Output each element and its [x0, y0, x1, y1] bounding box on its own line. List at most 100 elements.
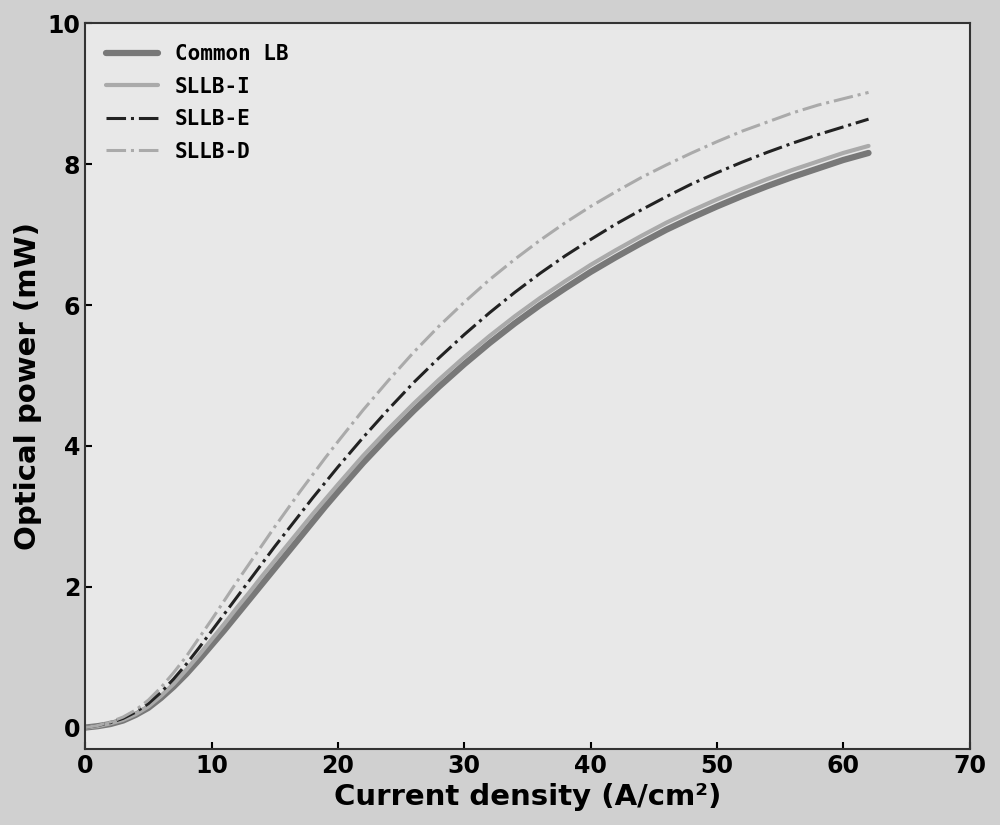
Legend: Common LB, SLLB-I, SLLB-E, SLLB-D: Common LB, SLLB-I, SLLB-E, SLLB-D — [96, 34, 299, 172]
Common LB — [79, 723, 91, 733]
Common LB — [509, 318, 521, 328]
SLLB-I — [610, 245, 622, 255]
SLLB-I — [92, 721, 104, 731]
SLLB-D — [92, 720, 104, 730]
SLLB-E — [357, 432, 369, 442]
SLLB-D — [79, 723, 91, 733]
SLLB-E — [660, 191, 672, 201]
Common LB — [433, 382, 445, 392]
SLLB-I — [281, 540, 293, 550]
Common LB — [787, 172, 799, 182]
Common LB — [269, 563, 281, 573]
Common LB — [307, 517, 319, 527]
SLLB-I — [458, 352, 470, 362]
SLLB-I — [130, 710, 142, 719]
Common LB — [130, 710, 142, 720]
SLLB-I — [332, 479, 344, 489]
SLLB-D — [206, 615, 218, 625]
SLLB-E — [130, 707, 142, 717]
SLLB-E — [787, 138, 799, 148]
Line: Common LB: Common LB — [85, 153, 869, 728]
SLLB-E — [635, 205, 647, 215]
SLLB-I — [837, 148, 849, 158]
SLLB-D — [357, 405, 369, 415]
SLLB-I — [307, 509, 319, 519]
SLLB-D — [307, 469, 319, 479]
SLLB-I — [231, 603, 243, 613]
SLLB-I — [736, 184, 748, 194]
Common LB — [382, 431, 394, 441]
SLLB-D — [130, 705, 142, 715]
SLLB-E — [180, 659, 192, 669]
SLLB-E — [155, 687, 167, 697]
SLLB-E — [736, 157, 748, 167]
Common LB — [585, 267, 597, 277]
Common LB — [559, 283, 571, 293]
SLLB-D — [231, 577, 243, 587]
SLLB-I — [79, 723, 91, 733]
Common LB — [155, 693, 167, 703]
SLLB-D — [155, 682, 167, 692]
SLLB-E — [408, 378, 420, 388]
Common LB — [812, 163, 824, 173]
Common LB — [610, 252, 622, 262]
Common LB — [193, 655, 205, 665]
Common LB — [206, 640, 218, 650]
SLLB-I — [104, 719, 116, 728]
Common LB — [483, 338, 495, 348]
SLLB-E — [332, 462, 344, 472]
SLLB-E — [256, 559, 268, 568]
Common LB — [256, 579, 268, 589]
SLLB-I — [812, 157, 824, 167]
Y-axis label: Optical power (mW): Optical power (mW) — [14, 222, 42, 550]
SLLB-E — [837, 122, 849, 132]
SLLB-E — [168, 674, 180, 684]
SLLB-I — [559, 276, 571, 286]
SLLB-D — [256, 540, 268, 550]
Common LB — [837, 155, 849, 165]
SLLB-E — [269, 542, 281, 552]
Common LB — [534, 300, 546, 310]
SLLB-I — [761, 174, 773, 184]
SLLB-I — [206, 634, 218, 644]
SLLB-D — [332, 436, 344, 446]
SLLB-I — [180, 665, 192, 675]
SLLB-I — [408, 398, 420, 408]
SLLB-D — [294, 487, 306, 497]
Common LB — [231, 610, 243, 620]
SLLB-I — [787, 165, 799, 175]
SLLB-I — [193, 650, 205, 660]
SLLB-D — [509, 254, 521, 264]
SLLB-E — [319, 478, 331, 488]
SLLB-E — [104, 718, 116, 728]
Common LB — [408, 406, 420, 416]
Common LB — [104, 719, 116, 729]
SLLB-E — [231, 592, 243, 602]
SLLB-D — [711, 137, 723, 147]
SLLB-E — [458, 330, 470, 340]
SLLB-I — [155, 691, 167, 700]
SLLB-D — [585, 201, 597, 211]
SLLB-E — [686, 179, 698, 189]
SLLB-I — [269, 556, 281, 566]
Line: SLLB-E: SLLB-E — [85, 119, 869, 728]
Common LB — [686, 213, 698, 223]
SLLB-I — [585, 260, 597, 270]
SLLB-E — [193, 643, 205, 653]
SLLB-D — [635, 172, 647, 182]
SLLB-D — [408, 347, 420, 357]
SLLB-I — [117, 715, 129, 725]
SLLB-I — [218, 619, 230, 629]
SLLB-D — [660, 160, 672, 170]
SLLB-D — [534, 235, 546, 245]
Common LB — [711, 201, 723, 211]
SLLB-E — [585, 234, 597, 244]
SLLB-D — [458, 297, 470, 307]
SLLB-D — [382, 375, 394, 385]
SLLB-I — [483, 331, 495, 341]
SLLB-I — [686, 205, 698, 215]
Common LB — [332, 487, 344, 497]
SLLB-D — [837, 94, 849, 104]
SLLB-D — [281, 504, 293, 514]
SLLB-D — [787, 108, 799, 118]
